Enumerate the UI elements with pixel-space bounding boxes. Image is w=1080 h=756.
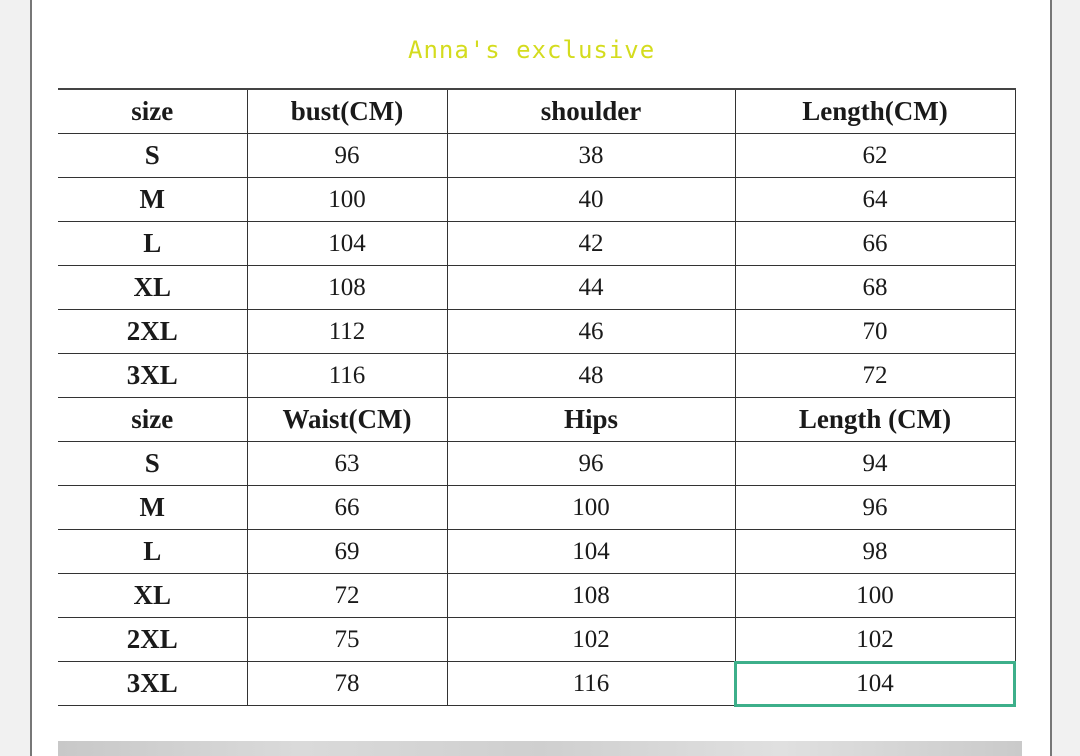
value-cell[interactable]: 70 bbox=[734, 309, 1016, 354]
value-cell[interactable]: 75 bbox=[246, 617, 447, 662]
size-cell[interactable]: M bbox=[58, 485, 247, 530]
value-cell[interactable]: 48 bbox=[446, 353, 735, 398]
value-cell[interactable]: 116 bbox=[246, 353, 447, 398]
value-cell[interactable]: 72 bbox=[734, 353, 1016, 398]
value-cell[interactable]: 66 bbox=[734, 221, 1016, 266]
size-cell[interactable]: L bbox=[58, 221, 247, 266]
value-cell[interactable]: 102 bbox=[734, 617, 1016, 662]
value-cell[interactable]: 42 bbox=[446, 221, 735, 266]
value-cell[interactable]: 68 bbox=[734, 265, 1016, 310]
column-header[interactable]: shoulder bbox=[446, 88, 735, 134]
size-cell[interactable]: XL bbox=[58, 265, 247, 310]
size-cell[interactable]: XL bbox=[58, 573, 247, 618]
table-row: 2XL 112 46 70 bbox=[58, 309, 1016, 354]
table-row: S 96 38 62 bbox=[58, 133, 1016, 178]
value-cell[interactable]: 94 bbox=[734, 441, 1016, 486]
table-row: M 100 40 64 bbox=[58, 177, 1016, 222]
value-cell[interactable]: 100 bbox=[446, 485, 735, 530]
column-header[interactable]: bust(CM) bbox=[246, 88, 447, 134]
value-cell[interactable]: 46 bbox=[446, 309, 735, 354]
size-cell[interactable]: S bbox=[58, 441, 247, 486]
value-cell[interactable]: 116 bbox=[446, 661, 735, 706]
value-cell[interactable]: 104 bbox=[246, 221, 447, 266]
value-cell[interactable]: 72 bbox=[246, 573, 447, 618]
size-cell[interactable]: 3XL bbox=[58, 661, 247, 706]
value-cell[interactable]: 102 bbox=[446, 617, 735, 662]
value-cell[interactable]: 104 bbox=[734, 660, 1016, 707]
size-cell[interactable]: S bbox=[58, 133, 247, 178]
value-cell[interactable]: 69 bbox=[246, 529, 447, 574]
table-row: 3XL 78 116 104 bbox=[58, 660, 1016, 707]
value-cell[interactable]: 100 bbox=[734, 573, 1016, 618]
table-row: S 63 96 94 bbox=[58, 441, 1016, 486]
table-row: M 66 100 96 bbox=[58, 485, 1016, 530]
value-cell[interactable]: 108 bbox=[246, 265, 447, 310]
value-cell[interactable]: 64 bbox=[734, 177, 1016, 222]
column-header[interactable]: size bbox=[58, 397, 247, 442]
table-row: L 104 42 66 bbox=[58, 221, 1016, 266]
size-cell[interactable]: 3XL bbox=[58, 353, 247, 398]
table-row: XL 108 44 68 bbox=[58, 265, 1016, 310]
value-cell[interactable]: 112 bbox=[246, 309, 447, 354]
size-cell[interactable]: 2XL bbox=[58, 309, 247, 354]
value-cell[interactable]: 63 bbox=[246, 441, 447, 486]
value-cell[interactable]: 44 bbox=[446, 265, 735, 310]
size-cell[interactable]: 2XL bbox=[58, 617, 247, 662]
table-row: 2XL 75 102 102 bbox=[58, 617, 1016, 662]
value-cell[interactable]: 38 bbox=[446, 133, 735, 178]
header-row: size Waist(CM) Hips Length (CM) bbox=[58, 397, 1016, 442]
column-header[interactable]: Length(CM) bbox=[734, 88, 1016, 134]
value-cell[interactable]: 98 bbox=[734, 529, 1016, 574]
value-cell[interactable]: 62 bbox=[734, 133, 1016, 178]
column-header[interactable]: size bbox=[58, 88, 247, 134]
size-cell[interactable]: L bbox=[58, 529, 247, 574]
product-photo-strip bbox=[58, 741, 1022, 756]
size-cell[interactable]: M bbox=[58, 177, 247, 222]
value-cell[interactable]: 96 bbox=[734, 485, 1016, 530]
table-row: XL 72 108 100 bbox=[58, 573, 1016, 618]
table-row: L 69 104 98 bbox=[58, 529, 1016, 574]
table-row: 3XL 116 48 72 bbox=[58, 353, 1016, 398]
size-chart-table: size bust(CM) shoulder Length(CM) S 96 38 62 M 10… bbox=[58, 88, 1016, 707]
value-cell[interactable]: 66 bbox=[246, 485, 447, 530]
value-cell[interactable]: 108 bbox=[446, 573, 735, 618]
value-cell[interactable]: 100 bbox=[246, 177, 447, 222]
column-header[interactable]: Length (CM) bbox=[734, 397, 1016, 442]
header-row: size bust(CM) shoulder Length(CM) bbox=[58, 88, 1016, 134]
value-cell[interactable]: 78 bbox=[246, 661, 447, 706]
value-cell[interactable]: 104 bbox=[446, 529, 735, 574]
value-cell[interactable]: 40 bbox=[446, 177, 735, 222]
value-cell[interactable]: 96 bbox=[246, 133, 447, 178]
column-header[interactable]: Waist(CM) bbox=[246, 397, 447, 442]
value-cell[interactable]: 96 bbox=[446, 441, 735, 486]
column-header[interactable]: Hips bbox=[446, 397, 735, 442]
